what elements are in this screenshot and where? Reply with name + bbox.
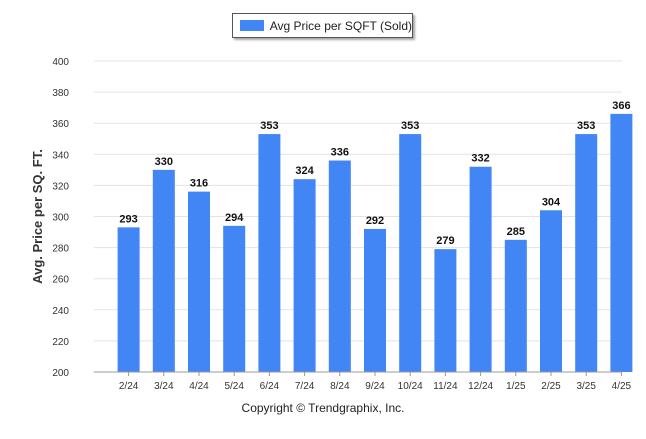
gridlines: [94, 60, 622, 342]
y-tick-label: 200: [52, 368, 69, 379]
bar[interactable]: [575, 134, 598, 372]
x-tick-label: 1/25: [506, 381, 526, 392]
x-tick-label: 12/24: [468, 381, 493, 392]
x-tick-label: 3/25: [576, 381, 596, 392]
y-axis-title: Avg. Price per SQ. FT.: [30, 149, 45, 284]
x-tick-label: 3/24: [154, 381, 174, 392]
bar-value-label: 285: [507, 226, 525, 238]
bar-value-label: 336: [331, 147, 349, 159]
x-tick-label: 5/24: [224, 381, 244, 392]
bar-value-label: 353: [401, 120, 419, 132]
x-tick-label: 11/24: [433, 381, 458, 392]
y-axis-ticks: 200 220 240 260 280 300 320 340 360 380 400: [52, 57, 69, 379]
x-tick-label: 2/24: [119, 381, 139, 392]
bar[interactable]: [540, 210, 562, 372]
x-tick-label: 8/24: [330, 381, 350, 392]
bar-value-label: 293: [119, 213, 137, 225]
bar[interactable]: [434, 249, 457, 372]
y-tick-label: 300: [52, 213, 69, 224]
x-tick-label: 2/25: [541, 381, 561, 392]
bar[interactable]: [504, 239, 527, 372]
legend-label: Avg Price per SQFT (Sold): [269, 18, 412, 33]
bars: [117, 113, 633, 373]
bar-value-label: 332: [471, 153, 489, 165]
y-tick-label: 400: [52, 57, 69, 68]
legend-swatch: [240, 20, 264, 31]
x-tick-label: 7/24: [295, 381, 315, 392]
bar[interactable]: [293, 179, 316, 372]
bar[interactable]: [152, 169, 175, 372]
y-tick-label: 220: [52, 337, 69, 348]
bar-value-label: 316: [190, 178, 208, 190]
bar-value-label: 304: [542, 196, 561, 208]
y-tick-label: 280: [52, 244, 69, 255]
bar[interactable]: [469, 166, 492, 372]
bar[interactable]: [258, 134, 281, 372]
bar-value-label: 324: [295, 165, 314, 177]
x-axis-ticks: 2/24 3/24 4/24 5/24 6/24 7/24 8/24 9/24 10/24 11/…: [119, 372, 632, 392]
x-tick-label: 9/24: [365, 381, 385, 392]
x-tick-label: 4/24: [189, 381, 209, 392]
y-tick-label: 340: [52, 150, 69, 161]
bar[interactable]: [610, 113, 633, 373]
bar-value-label: 330: [155, 156, 173, 168]
bar-value-label: 294: [225, 212, 244, 224]
bar-value-label: 353: [260, 120, 278, 132]
data-labels: 293 330 316 294 353 324 336 292 353 279 332 285 304 3…: [119, 100, 630, 247]
legend[interactable]: Avg Price per SQFT (Sold): [232, 13, 413, 38]
y-tick-label: 240: [52, 306, 69, 317]
y-tick-label: 320: [52, 181, 69, 192]
bar[interactable]: [223, 225, 246, 372]
bar[interactable]: [117, 227, 140, 372]
copyright-text: Copyright © Trendgraphix, Inc.: [241, 401, 405, 415]
y-tick-label: 380: [52, 88, 69, 99]
bar-value-label: 353: [577, 120, 595, 132]
bar[interactable]: [364, 228, 386, 372]
bar[interactable]: [399, 134, 422, 372]
bar[interactable]: [328, 160, 351, 372]
bar-value-label: 279: [436, 235, 454, 247]
bar[interactable]: [188, 191, 210, 372]
bar-value-label: 292: [366, 215, 384, 227]
bar-value-label: 366: [612, 100, 630, 112]
x-tick-label: 6/24: [260, 381, 280, 392]
y-tick-label: 360: [52, 119, 69, 130]
x-tick-label: 10/24: [398, 381, 423, 392]
y-tick-label: 260: [52, 275, 69, 286]
x-tick-label: 4/25: [612, 381, 632, 392]
